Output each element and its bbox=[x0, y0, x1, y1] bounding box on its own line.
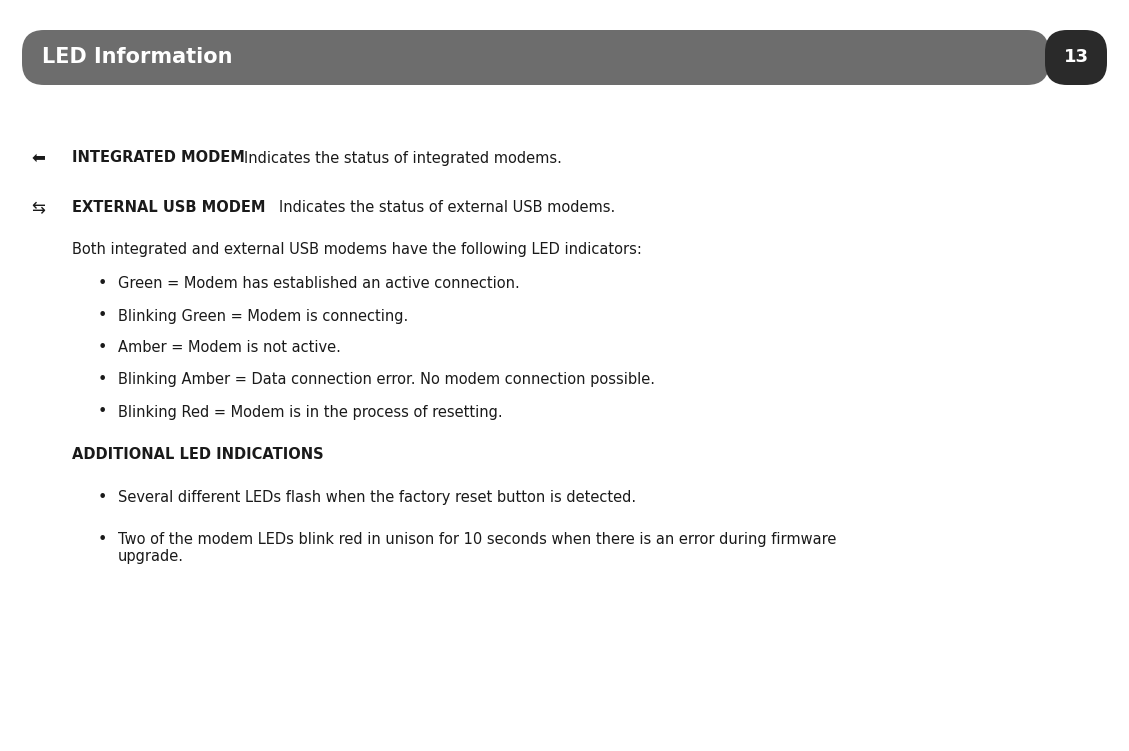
FancyBboxPatch shape bbox=[21, 30, 1049, 85]
Text: Blinking Red = Modem is in the process of resetting.: Blinking Red = Modem is in the process o… bbox=[119, 405, 502, 420]
Text: Several different LEDs flash when the factory reset button is detected.: Several different LEDs flash when the fa… bbox=[119, 490, 636, 505]
Text: ADDITIONAL LED INDICATIONS: ADDITIONAL LED INDICATIONS bbox=[72, 448, 324, 463]
FancyBboxPatch shape bbox=[1045, 30, 1108, 85]
Text: Both integrated and external USB modems have the following LED indicators:: Both integrated and external USB modems … bbox=[72, 243, 642, 258]
Text: INTEGRATED MODEM: INTEGRATED MODEM bbox=[72, 150, 255, 165]
Text: ⇆: ⇆ bbox=[32, 199, 45, 217]
Text: •: • bbox=[97, 309, 106, 324]
Text: LED Information: LED Information bbox=[42, 47, 233, 68]
Text: Green = Modem has established an active connection.: Green = Modem has established an active … bbox=[119, 276, 519, 291]
Text: •: • bbox=[97, 276, 106, 291]
Text: •: • bbox=[97, 372, 106, 388]
Text: •: • bbox=[97, 532, 106, 547]
Text: •: • bbox=[97, 340, 106, 355]
Text: Blinking Amber = Data connection error. No modem connection possible.: Blinking Amber = Data connection error. … bbox=[119, 372, 655, 388]
Text: Two of the modem LEDs blink red in unison for 10 seconds when there is an error : Two of the modem LEDs blink red in uniso… bbox=[119, 532, 837, 565]
Text: •: • bbox=[97, 405, 106, 420]
Text: EXTERNAL USB MODEM: EXTERNAL USB MODEM bbox=[72, 201, 275, 216]
Text: 13: 13 bbox=[1064, 49, 1088, 67]
Text: •: • bbox=[97, 490, 106, 505]
Text: Blinking Green = Modem is connecting.: Blinking Green = Modem is connecting. bbox=[119, 309, 409, 324]
Text: Amber = Modem is not active.: Amber = Modem is not active. bbox=[119, 340, 341, 355]
Text: Indicates the status of integrated modems.: Indicates the status of integrated modem… bbox=[244, 150, 562, 165]
Text: Indicates the status of external USB modems.: Indicates the status of external USB mod… bbox=[279, 201, 615, 216]
Text: ⬅: ⬅ bbox=[32, 149, 45, 167]
